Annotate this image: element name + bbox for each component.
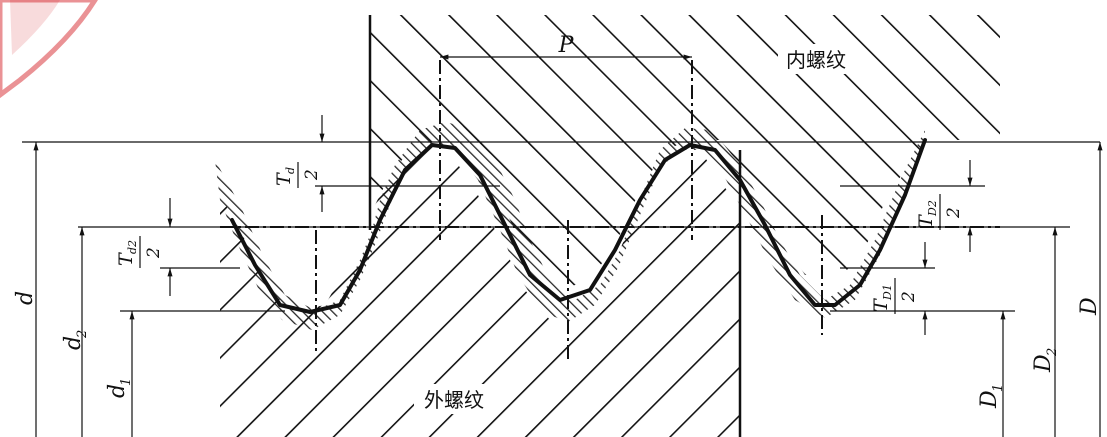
- internal-thread-label: 内螺纹: [786, 48, 846, 72]
- tD1-num: T: [870, 298, 892, 312]
- thread-profile: [230, 138, 927, 314]
- D1-sub: 1: [991, 384, 1006, 392]
- d1-sub: 1: [119, 378, 134, 386]
- D2-label: D: [1031, 354, 1056, 373]
- pitch-label: P: [558, 33, 575, 58]
- D-label: D: [1077, 297, 1102, 316]
- tD2-half-label: T D2 2: [915, 194, 964, 230]
- td-den: 2: [302, 169, 322, 181]
- stamp-fragment: [0, 0, 98, 99]
- td-half-label: T d 2: [273, 162, 322, 188]
- left-diameters: d d 2 d 1: [13, 142, 135, 437]
- td-num: T: [273, 172, 295, 186]
- D1-label: D: [977, 390, 1002, 409]
- tD1-den: 2: [899, 291, 919, 303]
- tolerance-zones: [215, 122, 925, 330]
- d1-label: d: [105, 384, 130, 398]
- tolerance-arrows: [167, 115, 973, 335]
- right-diameters: D D 2 D 1: [977, 142, 1103, 437]
- td2-num-sub: d2: [126, 240, 139, 254]
- external-thread-label: 外螺纹: [424, 388, 484, 412]
- tD2-den: 2: [944, 207, 964, 219]
- D2-sub: 2: [1045, 348, 1060, 357]
- td2-den: 2: [144, 247, 164, 259]
- tD2-num: T: [915, 214, 937, 228]
- centerlines: [220, 60, 1000, 360]
- internal-thread-body: [368, 15, 1000, 290]
- td-num-sub: d: [284, 167, 297, 174]
- d2-sub: 2: [75, 330, 90, 339]
- td2-half-label: T d2 2: [115, 236, 164, 268]
- d2-label: d: [61, 336, 86, 350]
- d-label: d: [13, 291, 38, 305]
- tD1-num-sub: D1: [881, 284, 894, 301]
- td2-num: T: [115, 252, 137, 266]
- tD1-half-label: T D1 2: [870, 278, 919, 314]
- pitch-dimension: P: [440, 33, 692, 60]
- tD2-num-sub: D2: [926, 200, 939, 217]
